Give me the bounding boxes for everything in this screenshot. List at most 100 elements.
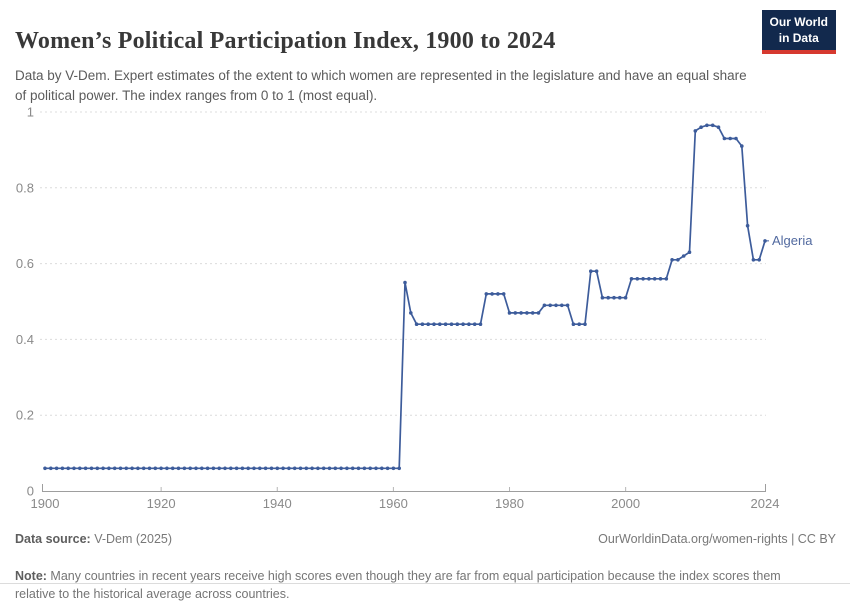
data-point[interactable] [275, 466, 280, 471]
data-point[interactable] [205, 466, 210, 471]
data-point[interactable] [443, 322, 448, 326]
data-point[interactable] [356, 466, 361, 471]
data-point[interactable] [136, 466, 140, 471]
data-point[interactable] [629, 277, 634, 281]
data-point[interactable] [159, 466, 163, 471]
data-point[interactable] [722, 136, 727, 141]
data-point[interactable] [258, 466, 262, 471]
data-point[interactable] [269, 466, 274, 471]
data-point[interactable] [635, 277, 640, 281]
data-point[interactable] [438, 322, 442, 326]
data-point[interactable] [141, 466, 146, 471]
data-point[interactable] [594, 269, 599, 273]
data-point[interactable] [362, 466, 367, 471]
data-point[interactable] [647, 277, 651, 281]
data-point[interactable] [200, 466, 204, 471]
data-point[interactable] [217, 466, 221, 471]
data-point[interactable] [455, 322, 460, 326]
data-point[interactable] [751, 258, 756, 262]
data-point[interactable] [182, 466, 187, 471]
data-point[interactable] [525, 311, 529, 315]
data-point[interactable] [188, 466, 192, 471]
data-point[interactable] [565, 303, 570, 308]
data-point[interactable] [664, 277, 669, 281]
data-point[interactable] [757, 258, 761, 262]
data-point[interactable] [705, 123, 709, 128]
data-point[interactable] [658, 277, 663, 281]
data-point[interactable] [600, 295, 605, 300]
data-point[interactable] [374, 466, 378, 471]
data-point[interactable] [397, 466, 402, 471]
data-point[interactable] [519, 311, 523, 315]
data-point[interactable] [740, 144, 744, 148]
data-point[interactable] [507, 311, 512, 315]
data-point[interactable] [165, 466, 169, 471]
data-point[interactable] [426, 322, 431, 326]
data-point[interactable] [687, 250, 692, 254]
data-point[interactable] [420, 322, 425, 326]
data-point[interactable] [618, 295, 622, 300]
data-point[interactable] [298, 466, 303, 471]
data-point[interactable] [170, 466, 175, 471]
data-point[interactable] [72, 466, 76, 471]
data-point[interactable] [252, 466, 256, 471]
data-point[interactable] [554, 303, 558, 308]
data-point[interactable] [287, 466, 291, 471]
data-point[interactable] [612, 295, 616, 300]
data-point[interactable] [496, 292, 500, 296]
data-point[interactable] [310, 466, 314, 471]
data-point[interactable] [316, 466, 320, 471]
data-point[interactable] [194, 466, 198, 471]
chart-plot-area[interactable]: 0 0.2 0.4 0.6 0.8 1 1900 1920 1940 1960 1980 2000 20… [0, 92, 850, 532]
data-point[interactable] [623, 295, 628, 300]
data-point[interactable] [478, 322, 483, 326]
data-point[interactable] [472, 322, 477, 326]
data-point[interactable] [339, 466, 343, 471]
data-point[interactable] [745, 223, 750, 228]
data-point[interactable] [716, 125, 721, 129]
data-point[interactable] [54, 466, 59, 471]
data-point[interactable] [304, 466, 309, 471]
data-point[interactable] [327, 466, 332, 471]
data-point[interactable] [641, 277, 645, 281]
data-point[interactable] [234, 466, 239, 471]
data-point[interactable] [490, 292, 494, 296]
data-point[interactable] [153, 466, 158, 471]
data-point[interactable] [583, 322, 587, 326]
data-point[interactable] [699, 125, 703, 129]
data-point[interactable] [461, 322, 465, 326]
data-point[interactable] [147, 466, 152, 471]
data-point[interactable] [321, 466, 326, 471]
data-point[interactable] [409, 311, 413, 315]
data-point[interactable] [101, 466, 105, 471]
data-point[interactable] [66, 466, 70, 471]
data-point[interactable] [710, 123, 715, 128]
data-point[interactable] [589, 269, 593, 273]
data-point[interactable] [414, 322, 419, 326]
data-point[interactable] [246, 466, 250, 471]
data-point[interactable] [432, 322, 436, 326]
data-point[interactable] [571, 322, 576, 326]
data-point[interactable] [728, 136, 732, 141]
data-point[interactable] [176, 466, 181, 471]
data-point[interactable] [467, 322, 471, 326]
data-point[interactable] [240, 466, 245, 471]
data-point[interactable] [368, 466, 373, 471]
data-point[interactable] [95, 466, 100, 471]
data-point[interactable] [229, 466, 233, 471]
data-point[interactable] [501, 292, 506, 296]
data-point[interactable] [89, 466, 94, 471]
owid-citation-link[interactable]: OurWorldinData.org/women-rights | CC BY [598, 532, 836, 546]
data-point[interactable] [281, 466, 285, 471]
data-point[interactable] [391, 466, 396, 471]
data-point[interactable] [263, 466, 268, 471]
data-point[interactable] [652, 277, 657, 281]
data-point[interactable] [380, 466, 384, 471]
data-point[interactable] [403, 280, 407, 285]
data-point[interactable] [542, 303, 547, 308]
data-point[interactable] [484, 292, 489, 296]
data-point[interactable] [60, 466, 65, 471]
data-point[interactable] [118, 466, 123, 471]
data-point[interactable] [449, 322, 454, 326]
data-point[interactable] [107, 466, 111, 471]
